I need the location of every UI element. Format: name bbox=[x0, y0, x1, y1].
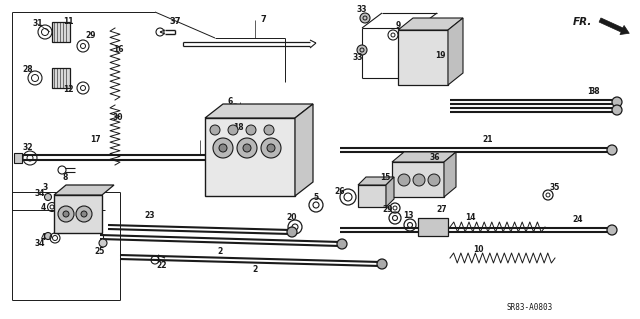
Text: 6: 6 bbox=[227, 98, 232, 107]
Circle shape bbox=[63, 211, 69, 217]
Text: 33: 33 bbox=[356, 5, 367, 14]
Circle shape bbox=[99, 239, 107, 247]
Text: 35: 35 bbox=[550, 182, 560, 191]
Polygon shape bbox=[448, 18, 463, 85]
Bar bbox=[398, 30, 448, 85]
Circle shape bbox=[612, 105, 622, 115]
Circle shape bbox=[413, 174, 425, 186]
Circle shape bbox=[58, 206, 74, 222]
Text: 29: 29 bbox=[383, 205, 393, 214]
Polygon shape bbox=[398, 18, 463, 30]
Bar bbox=[392, 162, 444, 197]
Polygon shape bbox=[205, 104, 313, 118]
Circle shape bbox=[261, 138, 281, 158]
Circle shape bbox=[81, 211, 87, 217]
Text: 32: 32 bbox=[23, 144, 33, 152]
Text: 38: 38 bbox=[589, 87, 600, 97]
Circle shape bbox=[612, 97, 622, 107]
Circle shape bbox=[337, 239, 347, 249]
Circle shape bbox=[360, 13, 370, 23]
Circle shape bbox=[219, 144, 227, 152]
Circle shape bbox=[267, 144, 275, 152]
Text: 25: 25 bbox=[95, 248, 105, 256]
Text: 20: 20 bbox=[287, 213, 297, 222]
Circle shape bbox=[607, 145, 617, 155]
Bar bbox=[52, 68, 70, 88]
Bar bbox=[54, 195, 102, 233]
Text: 18: 18 bbox=[233, 123, 243, 132]
Bar bbox=[205, 118, 295, 196]
Text: 27: 27 bbox=[436, 205, 447, 214]
Polygon shape bbox=[54, 185, 114, 195]
Bar bbox=[52, 22, 70, 42]
Bar bbox=[418, 218, 448, 236]
Text: 4: 4 bbox=[40, 203, 45, 211]
Polygon shape bbox=[392, 152, 456, 162]
Text: 8: 8 bbox=[62, 174, 68, 182]
Text: 34: 34 bbox=[35, 239, 45, 248]
Text: FR.: FR. bbox=[573, 17, 592, 27]
Text: 3: 3 bbox=[42, 183, 47, 192]
Text: 5: 5 bbox=[314, 194, 319, 203]
Circle shape bbox=[228, 125, 238, 135]
Text: 21: 21 bbox=[483, 136, 493, 145]
Text: 28: 28 bbox=[22, 65, 33, 75]
Polygon shape bbox=[386, 177, 394, 207]
Circle shape bbox=[357, 45, 367, 55]
Text: 34: 34 bbox=[35, 189, 45, 197]
Text: 7: 7 bbox=[260, 16, 266, 25]
Circle shape bbox=[237, 138, 257, 158]
Circle shape bbox=[45, 233, 51, 240]
Circle shape bbox=[377, 259, 387, 269]
Text: 23: 23 bbox=[145, 211, 156, 219]
Text: 26: 26 bbox=[335, 188, 345, 197]
Text: 17: 17 bbox=[90, 136, 100, 145]
FancyArrow shape bbox=[599, 18, 629, 34]
Text: 2: 2 bbox=[218, 248, 223, 256]
Text: 29: 29 bbox=[86, 32, 96, 41]
Polygon shape bbox=[295, 104, 313, 196]
Circle shape bbox=[287, 227, 297, 237]
Circle shape bbox=[45, 194, 51, 201]
Text: 15: 15 bbox=[380, 174, 390, 182]
Text: 11: 11 bbox=[63, 18, 73, 26]
Text: 19: 19 bbox=[435, 50, 445, 60]
Circle shape bbox=[428, 174, 440, 186]
Text: 12: 12 bbox=[63, 85, 73, 94]
Text: 37: 37 bbox=[169, 18, 180, 26]
Text: 10: 10 bbox=[473, 246, 483, 255]
Circle shape bbox=[246, 125, 256, 135]
Bar bbox=[14, 153, 22, 163]
Bar bbox=[358, 185, 386, 207]
Text: 2: 2 bbox=[252, 265, 258, 275]
Text: 31: 31 bbox=[33, 19, 44, 28]
Text: 22: 22 bbox=[157, 261, 167, 270]
Circle shape bbox=[264, 125, 274, 135]
Circle shape bbox=[76, 206, 92, 222]
Text: 4: 4 bbox=[40, 234, 45, 242]
Text: 36: 36 bbox=[429, 152, 440, 161]
Text: SR83-A0803: SR83-A0803 bbox=[507, 303, 553, 313]
Text: 1: 1 bbox=[588, 87, 593, 97]
Circle shape bbox=[243, 144, 251, 152]
Text: 13: 13 bbox=[403, 211, 413, 219]
Text: 30: 30 bbox=[113, 114, 124, 122]
Circle shape bbox=[607, 225, 617, 235]
Circle shape bbox=[213, 138, 233, 158]
Text: 14: 14 bbox=[465, 213, 476, 222]
Text: 9: 9 bbox=[396, 21, 401, 31]
Text: 16: 16 bbox=[113, 46, 124, 55]
Circle shape bbox=[210, 125, 220, 135]
Polygon shape bbox=[444, 152, 456, 197]
Polygon shape bbox=[358, 177, 394, 185]
Text: 33: 33 bbox=[353, 54, 364, 63]
Text: 24: 24 bbox=[573, 216, 583, 225]
Circle shape bbox=[398, 174, 410, 186]
